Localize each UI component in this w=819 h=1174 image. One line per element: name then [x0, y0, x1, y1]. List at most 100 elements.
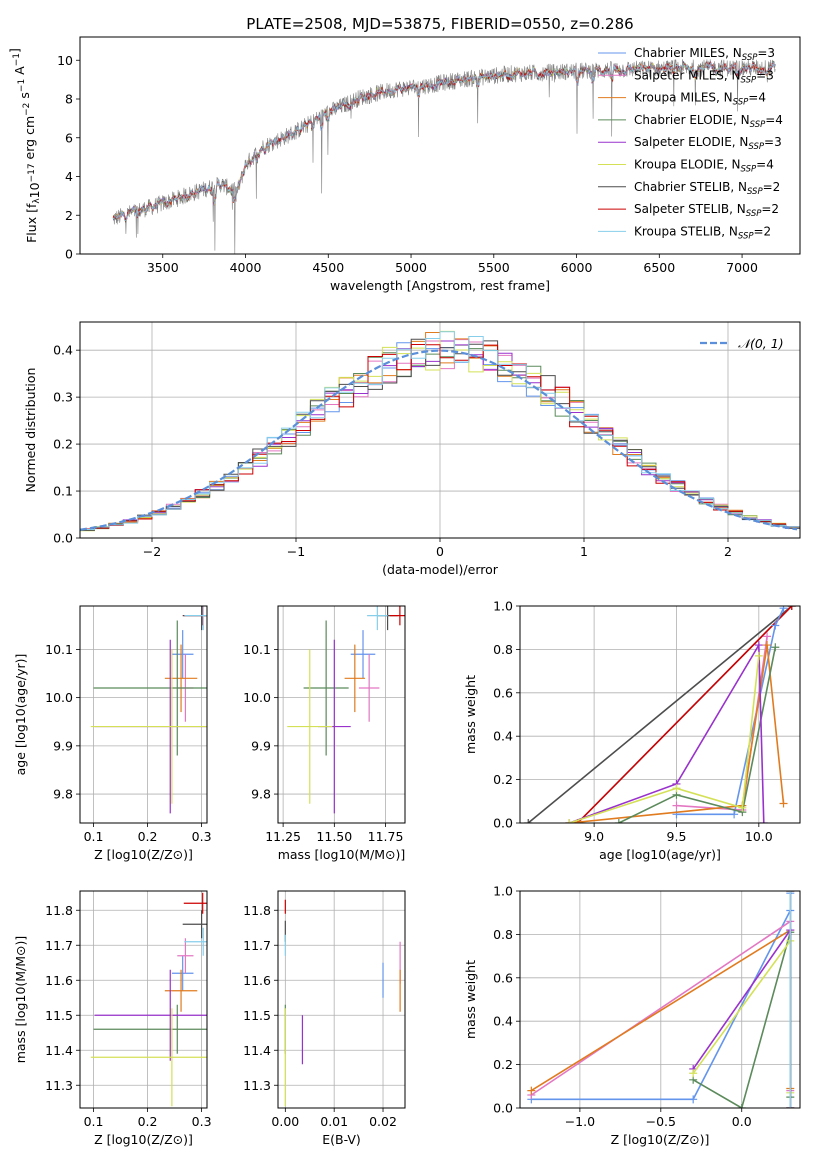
plot-area: [90, 606, 207, 814]
plus-marker: [759, 819, 768, 823]
legend-entry: Salpeter STELIB, NSSP=2: [634, 202, 779, 219]
panel-mass-weight-vs-age: 9.0 9.5 10.0 0.0 0.2 0.4 0.6 0.8 1.0 age [log10(a…: [463, 599, 801, 862]
y-tick-label: 0.8: [493, 642, 513, 657]
plot-area: [284, 899, 401, 1107]
data-point: [171, 630, 194, 679]
y-tick-label: 1.0: [493, 884, 513, 899]
axes-frame: [79, 36, 801, 255]
y-tick-label: 11.8: [243, 903, 271, 918]
x-axis-label: age [log10(age/yr)]: [599, 847, 721, 862]
plus-marker: [779, 799, 788, 808]
x-tick-label: 0: [436, 544, 444, 559]
y-tick-label: 11.4: [243, 1043, 271, 1058]
y-tick-label: 9.9: [251, 738, 271, 753]
histogram-line: [80, 344, 800, 530]
axes-frame: [519, 890, 801, 1109]
y-tick-label: 0.0: [493, 816, 513, 831]
x-tick-label: 11.50: [316, 829, 352, 844]
data-point: [358, 654, 380, 722]
x-tick-label: 3500: [147, 260, 179, 275]
x-tick-label: 2: [724, 544, 732, 559]
data-point: [93, 620, 207, 756]
plus-marker: [754, 651, 763, 660]
y-tick-label: 4: [65, 169, 73, 184]
y-tick-label: 8: [65, 92, 73, 107]
y-tick-label: 0.2: [493, 1057, 513, 1072]
legend-entry: Kroupa ELODIE, NSSP=4: [634, 158, 774, 175]
y-axis-label: Flux [fλ10−17 erg cm−2 s−1 A−1]: [7, 48, 42, 243]
panel-residuals: −2 −1 0 1 2 0.0 0.1 0.2 0.3 0.4 𝒩(0, 1) (data-model…: [23, 321, 801, 577]
data-point: [177, 938, 194, 974]
legend-entry: Chabrier STELIB, NSSP=2: [634, 180, 780, 197]
plot-area: [524, 606, 796, 823]
y-tick-label: 9.9: [53, 738, 73, 753]
model-spectrum-line: [112, 61, 776, 221]
x-tick-label: 6500: [643, 260, 675, 275]
x-tick-label: 10.0: [745, 829, 773, 844]
plus-marker: [527, 1086, 536, 1095]
x-tick-label: 9.0: [584, 829, 604, 844]
data-point: [303, 620, 349, 756]
y-tick-label: 11.7: [243, 938, 271, 953]
y-tick-label: 10.0: [243, 690, 271, 705]
gridlines: [520, 890, 800, 1109]
y-tick-label: 0.0: [53, 531, 73, 546]
data-point: [182, 910, 207, 939]
data-point: [287, 649, 333, 804]
y-tick-label: 0.6: [493, 685, 513, 700]
y-tick-label: 11.3: [45, 1078, 73, 1093]
x-tick-label: −0.5: [646, 1114, 676, 1129]
x-tick-label: 7000: [726, 260, 758, 275]
y-axis-label: mass weight: [463, 960, 478, 1039]
y-tick-label: 0.2: [493, 772, 513, 787]
figure-title: PLATE=2508, MJD=53875, FIBERID=0550, z=0…: [246, 15, 633, 33]
plus-marker: [779, 606, 788, 613]
y-tick-label: 6: [65, 130, 73, 145]
panel-mass-vs-Z: 0.1 0.2 0.3 11.3 11.4 11.5 11.6 11.7 11.8 Z [log1…: [13, 890, 212, 1147]
x-axis-label: Z [log10(Z/Z⊙)]: [94, 1132, 193, 1147]
y-tick-label: 9.8: [53, 787, 73, 802]
gridlines: [80, 891, 207, 1108]
y-tick-label: 1.0: [493, 599, 513, 614]
plus-marker: [754, 641, 763, 650]
gridlines: [278, 606, 405, 823]
y-axis-label: age [log10(age/yr)]: [13, 654, 28, 776]
x-tick-label: 5000: [395, 260, 427, 275]
x-tick-label: 0.2: [138, 1114, 158, 1129]
y-tick-label: 11.5: [243, 1008, 271, 1023]
y-tick-label: 2: [65, 208, 73, 223]
plus-marker: [771, 621, 780, 630]
y-tick-label: 10.0: [45, 690, 73, 705]
x-tick-label: −1.0: [565, 1114, 595, 1129]
mass-weight-line: [527, 606, 793, 823]
x-tick-label: 9.5: [667, 829, 687, 844]
plus-marker: [689, 1069, 698, 1078]
legend-entry: Chabrier MILES, NSSP=3: [634, 46, 775, 63]
plus-marker: [614, 819, 623, 823]
x-tick-label: 0.2: [138, 829, 158, 844]
y-tick-label: 0: [65, 247, 73, 262]
y-tick-label: 0.6: [493, 970, 513, 985]
y-tick-label: 9.8: [251, 787, 271, 802]
y-tick-label: 0.1: [53, 484, 73, 499]
x-axis-label: Z [log10(Z/Z⊙)]: [611, 1132, 710, 1147]
panel-age-vs-mass: 11.25 11.50 11.75 9.8 9.9 10.0 10.1 mass [log10…: [243, 605, 406, 862]
x-tick-label: 11.75: [368, 829, 404, 844]
x-tick-label: 0.02: [369, 1114, 397, 1129]
plot-area: [90, 892, 207, 1107]
data-point: [90, 1008, 207, 1107]
y-tick-label: 0.4: [493, 1014, 513, 1029]
axes-frame: [519, 605, 801, 824]
y-tick-label: 11.6: [243, 973, 271, 988]
y-tick-label: 0.4: [53, 343, 73, 358]
x-tick-label: −2: [143, 544, 161, 559]
y-tick-label: 11.5: [45, 1008, 73, 1023]
x-tick-label: 0.00: [271, 1114, 299, 1129]
plus-marker: [786, 1104, 795, 1108]
axes-frame: [79, 890, 208, 1109]
legend-entry: Salpeter MILES, NSSP=3: [634, 68, 774, 85]
y-axis-label: mass [log10(M/M⊙)]: [13, 936, 28, 1064]
axes-frame: [277, 605, 406, 824]
plus-marker: [672, 784, 681, 793]
